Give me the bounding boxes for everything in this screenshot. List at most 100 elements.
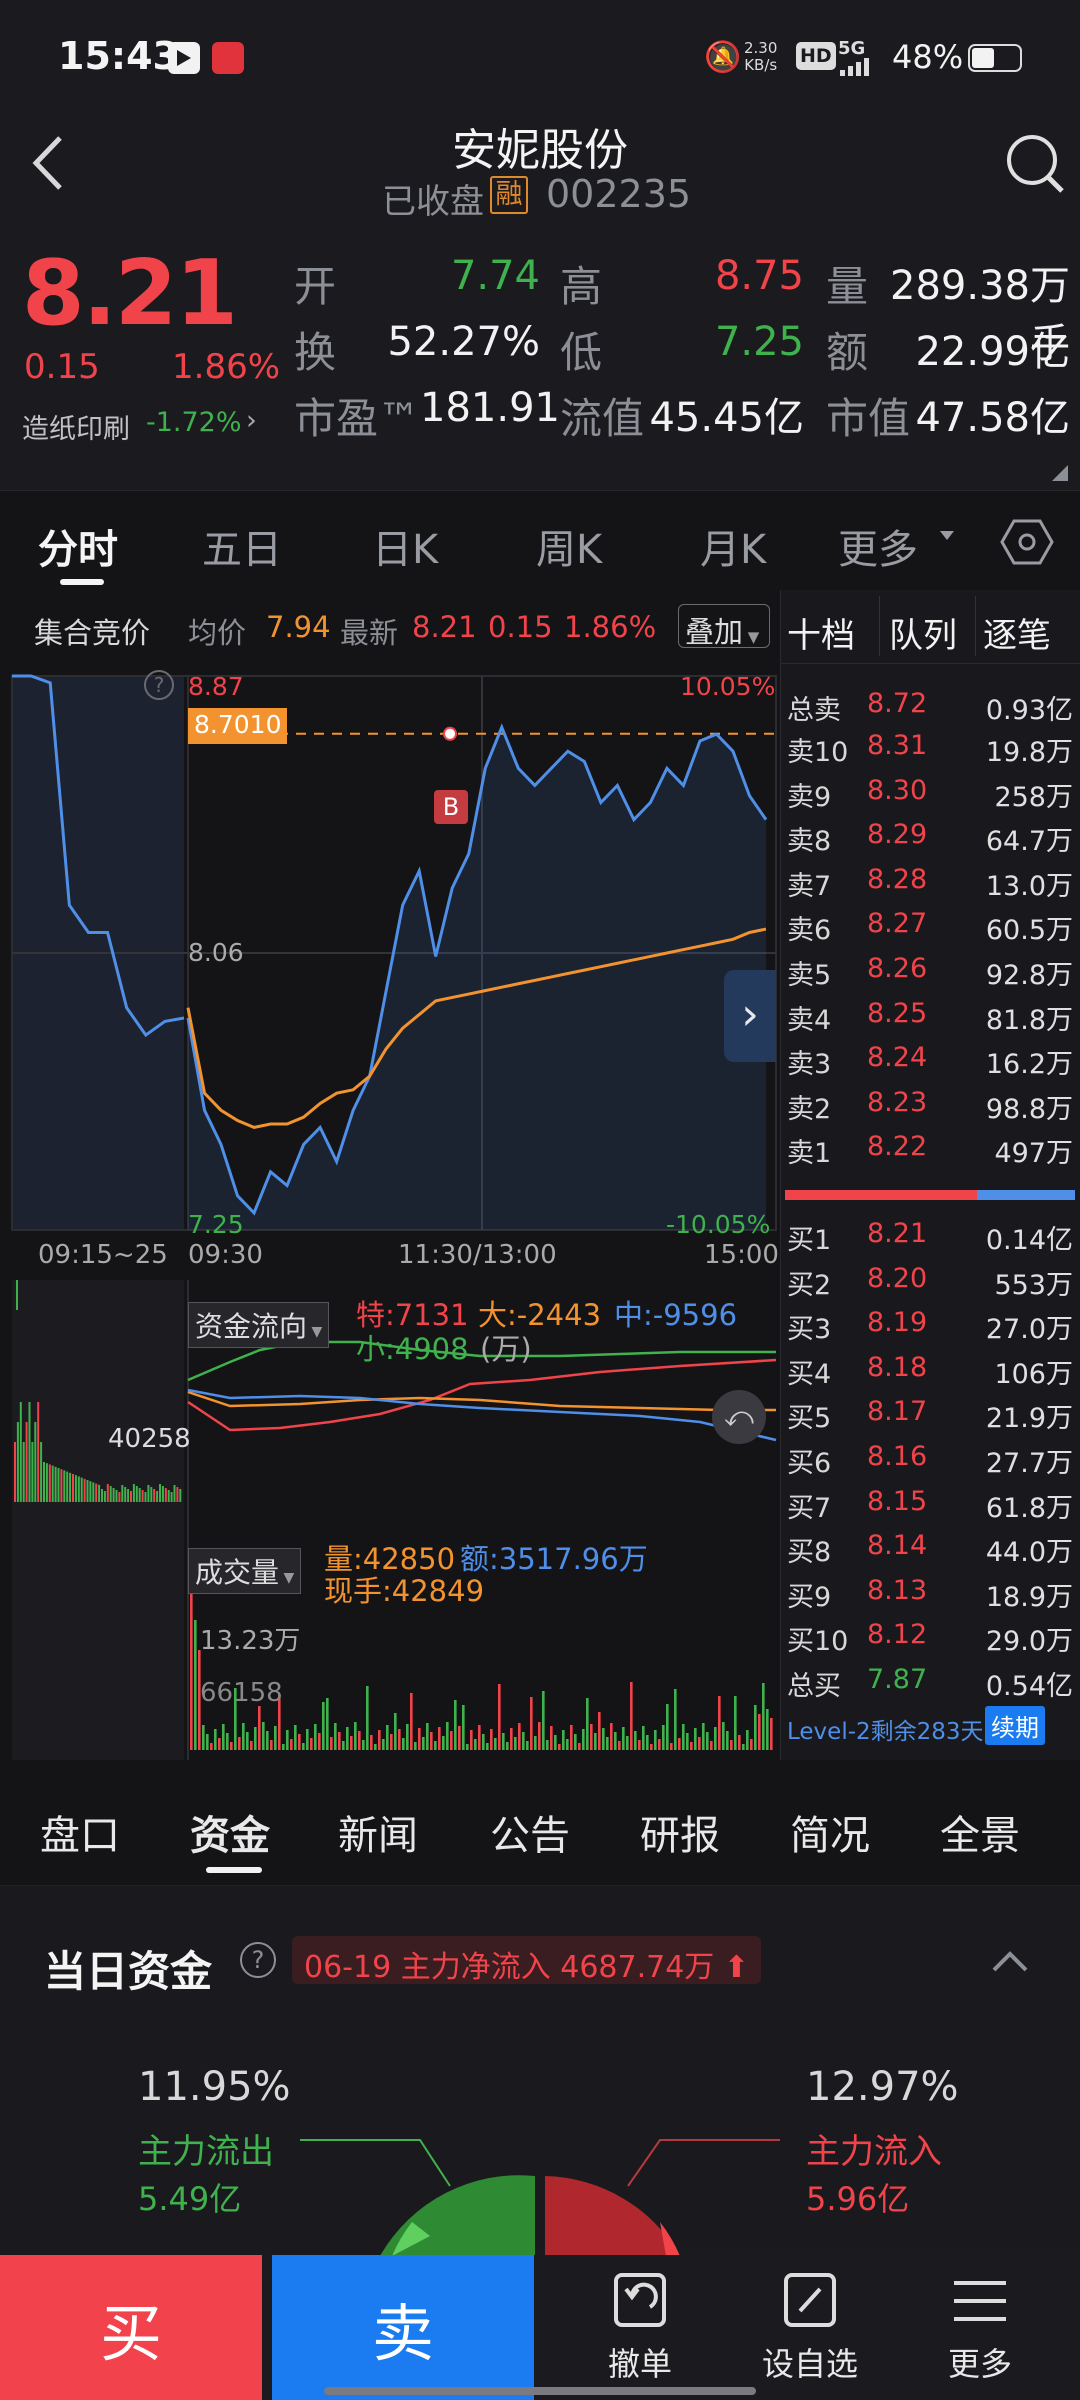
ask-row[interactable]: 卖4 8.25 81.8万: [781, 990, 1080, 1036]
volume-dropdown[interactable]: 成交量 ▼: [188, 1548, 302, 1594]
chart-expand-arrow-icon[interactable]: ›: [724, 970, 776, 1062]
help-icon[interactable]: ?: [144, 670, 174, 700]
buy-point-marker[interactable]: B: [434, 790, 468, 824]
tab-intraday[interactable]: 分时: [38, 527, 118, 573]
chevron-up-icon[interactable]: [990, 1946, 1030, 1976]
volume-bar: [242, 1723, 245, 1750]
buy-button[interactable]: 买: [0, 2255, 262, 2400]
outflow-label: 主力流出: [138, 2132, 274, 2172]
tab-five-day[interactable]: 五日: [202, 527, 282, 573]
auction-volume-bar: [109, 1486, 112, 1502]
tab-announcements[interactable]: 公告: [490, 1813, 570, 1859]
volume-bar: [394, 1713, 397, 1750]
volume-qty: 量:42850: [324, 1542, 456, 1576]
bid-row[interactable]: 买3 8.19 27.0万: [781, 1299, 1080, 1345]
latest-value: 8.21: [412, 610, 477, 644]
level-volume: 497万: [994, 1138, 1073, 1170]
tab-profile[interactable]: 简况: [790, 1813, 870, 1859]
cancel-order-button[interactable]: 撤单: [560, 2255, 720, 2400]
tab-research[interactable]: 研报: [640, 1813, 720, 1859]
tab-funds[interactable]: 资金: [190, 1813, 270, 1859]
renew-button[interactable]: 续期: [985, 1706, 1045, 1745]
avg-label: 均价: [188, 616, 247, 650]
volume-bar: [438, 1727, 441, 1750]
tab-order-panel[interactable]: 盘口: [40, 1813, 120, 1859]
chevron-right-icon[interactable]: ›: [246, 405, 257, 436]
auction-volume-bar: [141, 1490, 144, 1502]
volume-bar: [482, 1734, 485, 1750]
level-price: 8.23: [867, 1086, 928, 1118]
money-flow-chart[interactable]: [0, 1280, 780, 1510]
bid-row[interactable]: 买6 8.16 27.7万: [781, 1433, 1080, 1479]
volume-bar: [422, 1737, 425, 1750]
price-chart[interactable]: [0, 662, 780, 1262]
tab-monthly-k[interactable]: 月K: [700, 527, 767, 573]
sector-pct[interactable]: -1.72%: [146, 407, 242, 438]
bid-row[interactable]: 买7 8.15 61.8万: [781, 1478, 1080, 1524]
y-tick-max: 8.87: [188, 672, 244, 701]
bid-row[interactable]: 买9 8.13 18.9万: [781, 1567, 1080, 1613]
volume-bar: [730, 1740, 733, 1750]
bid-row[interactable]: 买4 8.18 106万: [781, 1344, 1080, 1390]
volume-bar: [202, 1725, 205, 1750]
chevron-down-icon[interactable]: [940, 531, 954, 540]
total-buy-row[interactable]: 总买 7.87 0.54亿: [781, 1656, 1080, 1702]
volume-bar: [770, 1718, 773, 1750]
bid-row[interactable]: 买10 8.12 29.0万: [781, 1611, 1080, 1657]
volume-bar: [694, 1728, 697, 1750]
volume-bar: [354, 1722, 357, 1750]
bid-row[interactable]: 买8 8.14 44.0万: [781, 1522, 1080, 1568]
expand-corner-icon[interactable]: [1052, 465, 1068, 481]
level2-remaining: Level-2剩余283天: [787, 1719, 984, 1745]
tab-weekly-k[interactable]: 周K: [536, 527, 603, 573]
ask-row[interactable]: 卖7 8.28 13.0万: [781, 856, 1080, 902]
volume-bar: [550, 1726, 553, 1750]
sector-name[interactable]: 造纸印刷: [22, 414, 130, 445]
back-arrow-icon[interactable]: [20, 128, 80, 198]
watch-label: 设自选: [761, 2344, 858, 2383]
bid-row[interactable]: 买2 8.20 553万: [781, 1255, 1080, 1301]
add-watchlist-button[interactable]: 设自选: [730, 2255, 890, 2400]
overlay-dropdown[interactable]: 叠加 ▼: [678, 604, 770, 649]
bid-row[interactable]: 买5 8.17 21.9万: [781, 1388, 1080, 1434]
money-flow-dropdown[interactable]: 资金流向 ▼: [188, 1302, 330, 1348]
total-sell-row[interactable]: 总卖 8.72 0.93亿: [781, 680, 1080, 726]
ask-row[interactable]: 卖3 8.24 16.2万: [781, 1034, 1080, 1081]
tab-ten-levels[interactable]: 十档: [787, 616, 855, 656]
sell-pressure-bar: [785, 1190, 977, 1200]
tab-panorama[interactable]: 全景: [940, 1813, 1020, 1859]
tab-tick[interactable]: 逐笔: [983, 616, 1051, 656]
high-label: 高: [560, 262, 603, 311]
auction-volume-bar: [16, 1422, 19, 1502]
level-volume: 16.2万: [985, 1049, 1073, 1081]
auction-volume-bar: [173, 1485, 176, 1502]
volume-bar: [630, 1682, 633, 1750]
more-button[interactable]: 更多: [900, 2255, 1060, 2400]
bid-row[interactable]: 买1 8.21 0.14亿: [781, 1210, 1080, 1256]
tab-news[interactable]: 新闻: [338, 1813, 418, 1859]
ask-row[interactable]: 卖8 8.29 64.7万: [781, 811, 1080, 857]
sell-button[interactable]: 卖: [272, 2255, 534, 2400]
tab-queue[interactable]: 队列: [889, 616, 957, 656]
outflow-amount: 5.49亿: [138, 2180, 242, 2218]
volume-bar: [478, 1725, 481, 1750]
auction-volume-bar: [150, 1487, 153, 1502]
ask-row[interactable]: 卖1 8.22 497万: [781, 1123, 1080, 1170]
level-label: 卖10: [787, 737, 849, 768]
ask-row[interactable]: 卖9 8.30 258万: [781, 767, 1080, 813]
ask-row[interactable]: 卖2 8.23 98.8万: [781, 1079, 1080, 1125]
auction-volume-bar: [130, 1491, 132, 1502]
tab-more[interactable]: 更多: [838, 527, 918, 573]
ask-row[interactable]: 卖5 8.26 92.8万: [781, 945, 1080, 991]
restore-icon[interactable]: ⤺: [712, 1390, 766, 1444]
volume-chart[interactable]: [0, 1510, 780, 1760]
help-icon[interactable]: ?: [240, 1942, 276, 1978]
tab-daily-k[interactable]: 日K: [372, 527, 439, 573]
ask-row[interactable]: 卖6 8.27 60.5万: [781, 900, 1080, 946]
auction-volume-bar: [170, 1492, 173, 1502]
ask-row[interactable]: 卖10 8.31 19.8万: [781, 722, 1080, 768]
volume-bar: [538, 1722, 541, 1750]
search-icon[interactable]: [1000, 130, 1070, 200]
settings-hexagon-icon[interactable]: [1000, 515, 1054, 569]
market-status: 已收盘: [382, 182, 484, 222]
